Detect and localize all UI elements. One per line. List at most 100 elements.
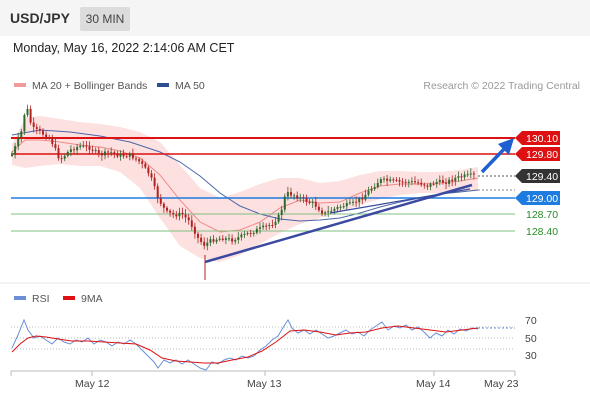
candle-body [463, 174, 466, 178]
legend-swatch-rsi-ma [63, 296, 75, 301]
candle-body [472, 173, 475, 175]
candle-body [166, 207, 168, 211]
candle-body [110, 152, 113, 154]
candle-body [293, 195, 296, 197]
candle-body [32, 122, 35, 127]
candle-body [243, 234, 246, 235]
label-pivot-text: 129.00 [526, 193, 558, 205]
candle-body [311, 202, 314, 203]
label-resistance-2: 129.80 [515, 147, 560, 161]
legend-label-ma-bollinger: MA 20 + Bollinger Bands [32, 80, 148, 92]
candle-body [159, 198, 162, 204]
rsi-axis-50: 50 [525, 333, 537, 345]
candle-body [314, 202, 317, 207]
candle-body [451, 179, 454, 182]
candle-body [54, 144, 57, 149]
candle-body [407, 181, 410, 183]
candle-body [221, 238, 224, 240]
candle-body [172, 212, 175, 215]
candle-body [435, 182, 438, 185]
candle-body [45, 134, 48, 138]
candle-body [345, 203, 348, 207]
candle-body [370, 188, 373, 191]
candle-body [379, 179, 382, 183]
candle-body [66, 152, 69, 156]
trendline-upper [329, 188, 471, 214]
candle-body [355, 201, 358, 203]
candle-body [274, 221, 277, 226]
forecast-arrow-shaft [480, 145, 508, 174]
candle-body [420, 182, 423, 185]
legend-label-rsi: RSI [32, 293, 50, 305]
candle-body [280, 209, 283, 215]
candle-body [389, 179, 392, 181]
candle-body [290, 192, 292, 196]
candle-body [138, 159, 141, 162]
candle-body [364, 194, 367, 200]
legend-label-rsi-ma: 9MA [81, 293, 103, 305]
candle-body [286, 192, 289, 197]
candle-body [321, 210, 323, 214]
label-last-price-text: 129.40 [526, 171, 558, 183]
candle-body [277, 214, 280, 222]
candle-body [20, 131, 23, 138]
candle-body [392, 179, 395, 181]
candle-body [333, 208, 336, 211]
candle-body [259, 227, 261, 229]
x-label-may23: May 23 [484, 378, 519, 390]
candle-body [358, 198, 361, 203]
candle-body [113, 152, 116, 154]
candle-body [82, 145, 85, 147]
candle-body [339, 206, 342, 208]
candle-body [383, 178, 385, 180]
candle-body [178, 212, 181, 217]
candle-body [57, 148, 60, 159]
candle-body [203, 241, 206, 246]
candle-body [119, 154, 122, 157]
candle-body [147, 167, 150, 174]
candle-body [361, 198, 364, 200]
candle-body [454, 177, 457, 182]
legend-swatch-ma20 [14, 83, 26, 88]
candle-body [414, 181, 416, 183]
candle-body [404, 181, 407, 183]
legend-rsi-ma: 9MA [63, 293, 103, 305]
candle-body [246, 233, 249, 235]
candle-body [445, 182, 447, 184]
candle-body [144, 163, 147, 168]
rsi-axis-30: 30 [525, 350, 537, 362]
label-resistance-2-text: 129.80 [526, 149, 558, 161]
candle-body [181, 212, 184, 215]
candle-body [432, 183, 435, 185]
candle-body [398, 180, 401, 182]
x-label-may13: May 13 [247, 378, 282, 390]
candle-body [104, 151, 106, 156]
candle-body [460, 176, 463, 178]
candle-body [209, 239, 212, 243]
candle-body [457, 176, 460, 178]
candle-body [302, 197, 305, 199]
candle-body [23, 115, 26, 132]
candle-body [51, 137, 54, 145]
candle-body [162, 203, 165, 208]
candle-body [296, 195, 299, 199]
candle-body [426, 185, 429, 187]
legend-swatch-rsi [14, 296, 26, 301]
candle-body [212, 239, 215, 242]
candle-body [97, 150, 100, 153]
legend-ma50: MA 50 [157, 80, 205, 92]
candle-body [255, 228, 258, 233]
candle-body [299, 197, 302, 199]
candle-body [252, 232, 255, 234]
candle-body [35, 127, 38, 129]
timeframe-button[interactable]: 30 MIN [80, 7, 130, 31]
legend-label-ma50: MA 50 [175, 80, 205, 92]
candle-body [11, 155, 13, 156]
candle-body [342, 206, 345, 208]
copyright: Research © 2022 Trading Central [423, 80, 580, 92]
candle-body [141, 161, 144, 164]
candle-body [305, 198, 308, 202]
candle-body [48, 137, 51, 139]
candle-body [169, 210, 172, 213]
